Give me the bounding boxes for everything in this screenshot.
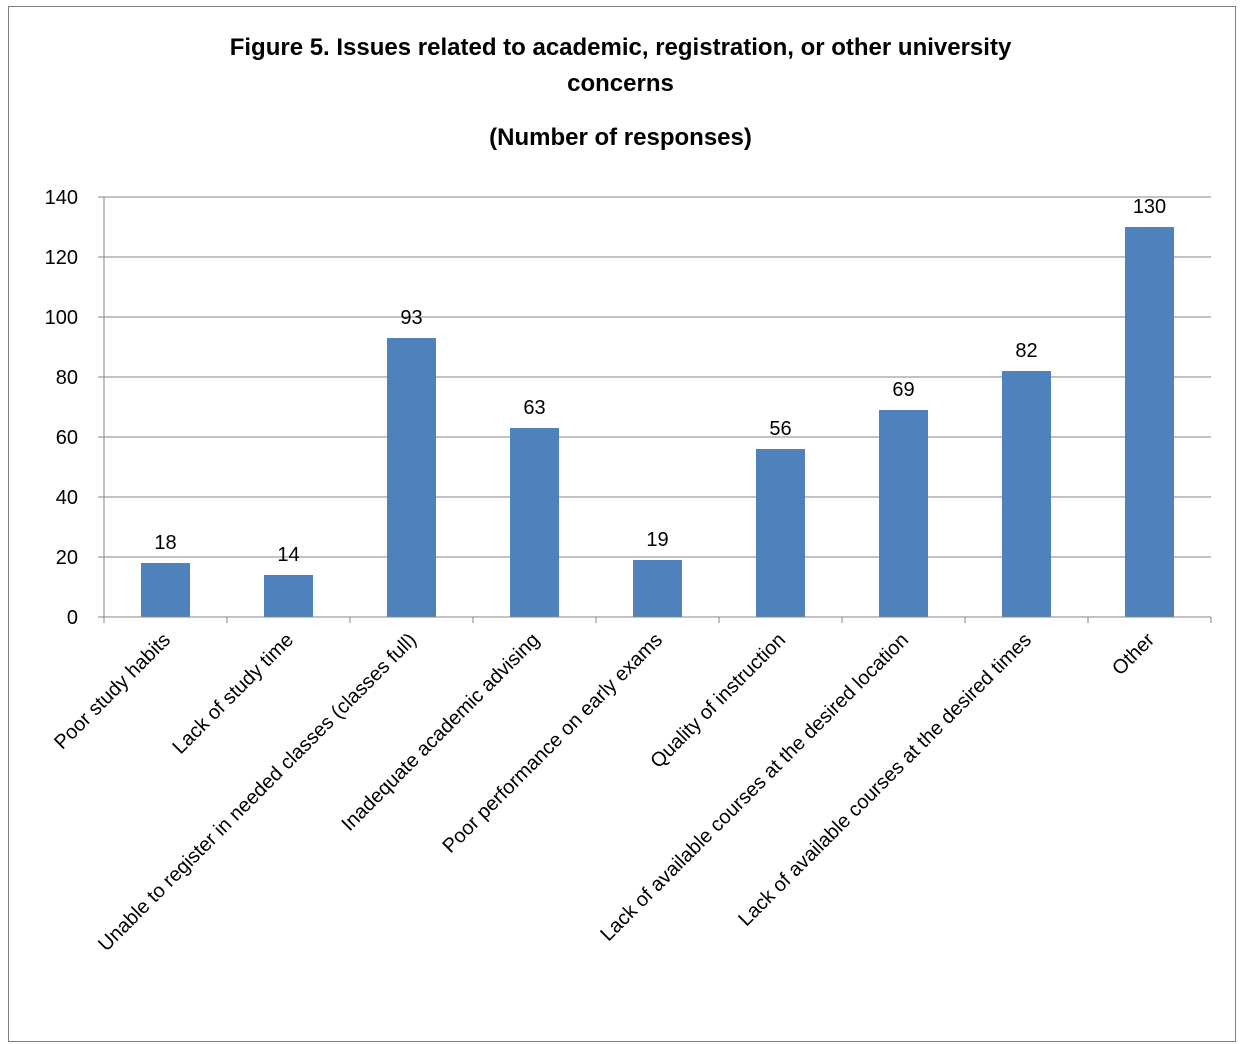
data-label: 130 bbox=[1133, 196, 1166, 218]
y-tick-label: 0 bbox=[67, 607, 78, 629]
y-tick-label: 20 bbox=[56, 547, 78, 569]
category-label: Lack of study time bbox=[169, 629, 299, 759]
y-tick-label: 140 bbox=[45, 187, 78, 209]
bar bbox=[633, 560, 682, 617]
y-tick-label: 120 bbox=[45, 247, 78, 269]
data-label: 14 bbox=[277, 544, 299, 566]
bar bbox=[879, 410, 928, 617]
bar bbox=[510, 428, 559, 617]
chart-title-line-1: Figure 5. Issues related to academic, re… bbox=[229, 34, 1012, 61]
category-label: Poor study habits bbox=[50, 629, 175, 754]
chart-title: Figure 5. Issues related to academic, re… bbox=[0, 30, 1241, 102]
category-label: Other bbox=[1108, 629, 1159, 680]
data-label: 56 bbox=[769, 418, 791, 440]
y-tick-label: 40 bbox=[56, 487, 78, 509]
chart-subtitle: (Number of responses) bbox=[489, 124, 752, 151]
y-tick-label: 60 bbox=[56, 427, 78, 449]
data-label: 18 bbox=[154, 532, 176, 554]
data-label: 63 bbox=[523, 397, 545, 419]
category-label: Inadequate academic advising bbox=[337, 629, 544, 836]
bar bbox=[387, 338, 436, 617]
category-label: Poor performance on early exams bbox=[438, 629, 667, 858]
bar bbox=[1002, 371, 1051, 617]
y-tick-label: 100 bbox=[45, 307, 78, 329]
bar bbox=[1125, 227, 1174, 617]
bar bbox=[756, 449, 805, 617]
chart-title-line-2: concerns bbox=[567, 70, 674, 97]
category-label: Quality of instruction bbox=[646, 629, 790, 773]
category-label: Lack of available courses at the desired… bbox=[734, 629, 1036, 931]
y-tick-label: 80 bbox=[56, 367, 78, 389]
data-label: 93 bbox=[400, 307, 422, 329]
data-label: 69 bbox=[892, 379, 914, 401]
data-label: 19 bbox=[646, 529, 668, 551]
bar bbox=[141, 563, 190, 617]
data-label: 82 bbox=[1015, 340, 1037, 362]
bar bbox=[264, 575, 313, 617]
